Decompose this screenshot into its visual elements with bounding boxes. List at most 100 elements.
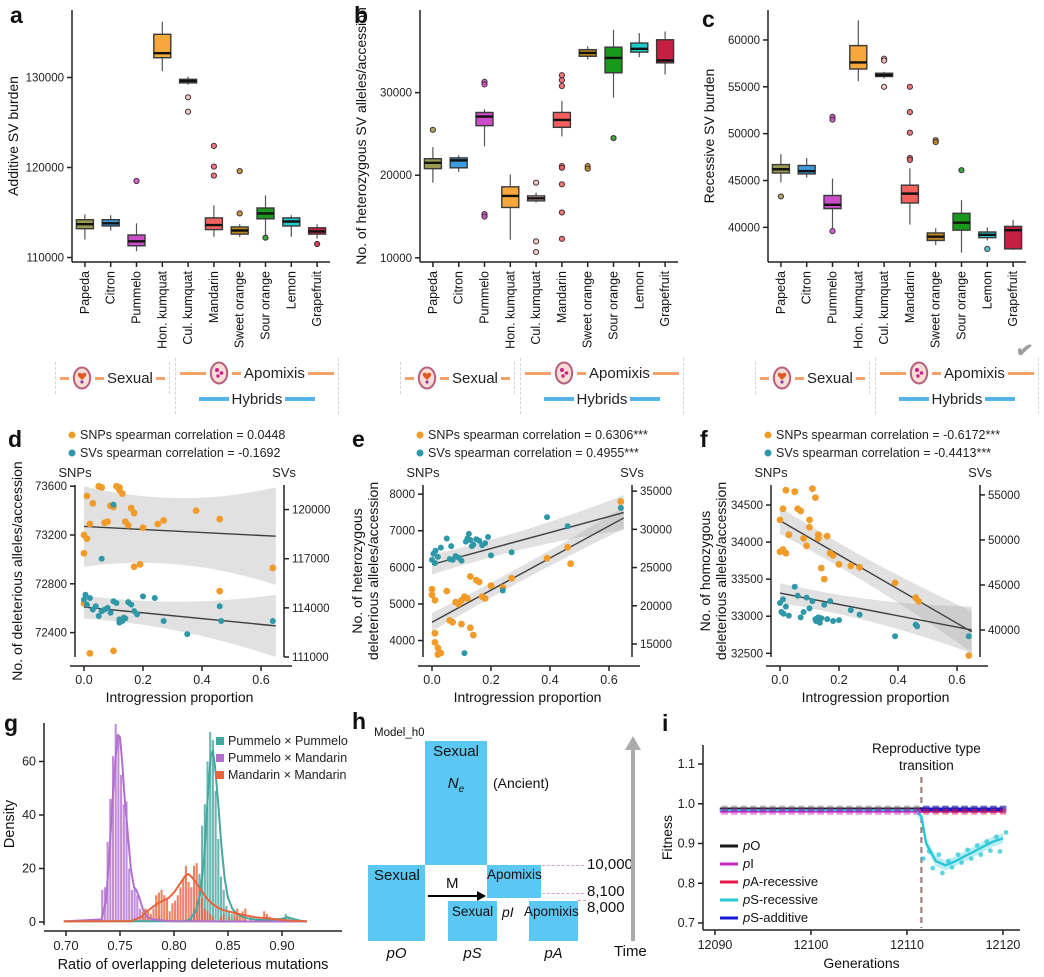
svg-text:No. of homozygous: No. of homozygous bbox=[697, 511, 713, 632]
svg-text:SVs: SVs bbox=[272, 465, 296, 480]
panel-b-boxplot: 10000 20000 30000 No. of heterozygous SV al… bbox=[353, 7, 678, 349]
apomixis-line bbox=[577, 371, 586, 375]
panel-letter-g: g bbox=[4, 710, 19, 736]
pS-population-block bbox=[448, 901, 497, 941]
svg-text:Hon. kumquat: Hon. kumquat bbox=[155, 270, 169, 348]
svg-text:10000: 10000 bbox=[380, 253, 412, 265]
panel-h-model-diagram: Model_h0 Sexual Ne (Ancient) Sexual M Ap… bbox=[348, 715, 658, 977]
svg-text:Hon. kumquat: Hon. kumquat bbox=[503, 270, 517, 348]
sexual-label: Sexual bbox=[452, 369, 498, 387]
time-axis-arrow bbox=[631, 749, 635, 941]
sexual-legend-group: Sexual bbox=[400, 362, 515, 394]
svg-text:Fitness: Fitness bbox=[659, 815, 675, 860]
svg-text:Pummelo: Pummelo bbox=[826, 271, 840, 324]
svg-text:40000: 40000 bbox=[988, 625, 1020, 637]
svg-text:60000: 60000 bbox=[728, 35, 760, 47]
sexual-line bbox=[760, 376, 769, 380]
svg-text:Sweet orange: Sweet orange bbox=[929, 271, 943, 348]
svg-text:SVs spearman correlation = 0.4: SVs spearman correlation = 0.4955*** bbox=[428, 446, 639, 460]
cursor-artifact-icon: ✔ bbox=[1014, 338, 1035, 364]
pI-label: pI bbox=[502, 904, 514, 920]
svg-text:30000: 30000 bbox=[640, 524, 672, 536]
svg-text:pS-recessive: pS-recessive bbox=[742, 892, 818, 907]
apomixis-fruit-icon bbox=[209, 361, 229, 385]
svg-text:Cul. kumquat: Cul. kumquat bbox=[529, 270, 543, 344]
ancient-sexual-label: Sexual bbox=[433, 743, 479, 760]
sexual-line bbox=[500, 376, 510, 380]
sexual-fruit-icon bbox=[417, 366, 437, 390]
svg-text:SNPs spearman correlation = -0: SNPs spearman correlation = -0.6172*** bbox=[776, 428, 1000, 442]
svg-text:1.1: 1.1 bbox=[678, 757, 695, 771]
sexual-line bbox=[60, 376, 69, 380]
svg-text:0.7: 0.7 bbox=[678, 916, 695, 930]
svg-text:SNPs: SNPs bbox=[406, 465, 440, 480]
svg-text:Density: Density bbox=[2, 799, 18, 848]
svg-text:0.4: 0.4 bbox=[541, 673, 558, 687]
svg-text:Sweet orange: Sweet orange bbox=[233, 271, 247, 348]
panel-d-scatter: SNPs spearman correlation = 0.0448 SVs sp… bbox=[9, 428, 330, 705]
svg-text:Mandarin: Mandarin bbox=[207, 271, 221, 323]
svg-text:Pummelo: Pummelo bbox=[478, 271, 492, 324]
svg-text:Additive SV burden: Additive SV burden bbox=[5, 76, 21, 196]
hybrids-line bbox=[630, 397, 661, 401]
apomixis-label: Apomixis bbox=[944, 364, 1005, 382]
svg-text:SNPs: SNPs bbox=[58, 465, 92, 480]
apomixis-line bbox=[180, 371, 206, 375]
svg-text:73200: 73200 bbox=[35, 530, 67, 542]
panel-a-boxplot: 110000 120000 130000 Additive SV burden Pape… bbox=[5, 10, 330, 349]
svg-text:111000: 111000 bbox=[292, 652, 329, 664]
pS-label: pS bbox=[463, 945, 482, 962]
panel-letter-c: c bbox=[702, 6, 715, 32]
pA-population-block bbox=[529, 901, 578, 941]
svg-text:Pummelo × Pummelo: Pummelo × Pummelo bbox=[228, 734, 348, 748]
svg-text:Pummelo × Mandarin: Pummelo × Mandarin bbox=[228, 751, 347, 765]
svg-text:0.8: 0.8 bbox=[678, 876, 695, 890]
ancient-note-label: (Ancient) bbox=[493, 775, 550, 791]
svg-text:5000: 5000 bbox=[389, 599, 415, 611]
time-axis-arrow-head bbox=[625, 736, 641, 750]
svg-text:20000: 20000 bbox=[380, 170, 412, 182]
time-label: Time bbox=[614, 943, 647, 960]
svg-text:60: 60 bbox=[22, 755, 36, 769]
svg-text:15000: 15000 bbox=[640, 639, 672, 651]
svg-text:SNPs spearman correlation = 0.: SNPs spearman correlation = 0.6306*** bbox=[428, 428, 648, 442]
svg-text:Sour orange: Sour orange bbox=[259, 271, 273, 340]
svg-text:12120: 12120 bbox=[986, 938, 1021, 952]
svg-text:SVs: SVs bbox=[620, 465, 644, 480]
svg-text:72400: 72400 bbox=[35, 628, 67, 640]
svg-text:Citron: Citron bbox=[452, 271, 466, 304]
svg-text:Hon. kumquat: Hon. kumquat bbox=[851, 270, 865, 348]
svg-text:73600: 73600 bbox=[35, 481, 67, 493]
svg-text:deleterious alleles/accession: deleterious alleles/accession bbox=[713, 482, 729, 660]
panel-c-boxplot: 40000 45000 50000 55000 60000 Recessive SV bu… bbox=[701, 10, 1026, 349]
svg-text:SVs: SVs bbox=[968, 465, 992, 480]
svg-text:Papeda: Papeda bbox=[78, 271, 92, 314]
svg-text:117000: 117000 bbox=[292, 554, 330, 566]
svg-text:110000: 110000 bbox=[26, 253, 64, 265]
apomixis-fruit-icon bbox=[554, 361, 574, 385]
pA-label: pA bbox=[544, 945, 563, 962]
svg-text:0.6: 0.6 bbox=[252, 673, 269, 687]
svg-text:Mandarin: Mandarin bbox=[555, 271, 569, 323]
panel-f-scatter: SNPs spearman correlation = -0.6172*** SV… bbox=[697, 428, 1020, 705]
svg-text:Introgression proportion: Introgression proportion bbox=[106, 689, 254, 705]
sexual-legend-group: Sexual bbox=[55, 362, 170, 394]
svg-text:114000: 114000 bbox=[292, 603, 330, 615]
svg-text:Sour orange: Sour orange bbox=[607, 271, 621, 340]
svg-text:0.2: 0.2 bbox=[830, 673, 847, 687]
apomixis-line bbox=[932, 371, 941, 375]
svg-text:Papeda: Papeda bbox=[426, 271, 440, 314]
model-title: Model_h0 bbox=[374, 727, 425, 739]
time-dash-10000 bbox=[542, 865, 584, 866]
migration-arrow bbox=[428, 895, 478, 897]
apomixis-lower-label: Apomixis bbox=[524, 904, 579, 919]
svg-text:0.0: 0.0 bbox=[771, 673, 788, 687]
svg-text:Pummelo: Pummelo bbox=[130, 271, 144, 324]
svg-text:Cul. kumquat: Cul. kumquat bbox=[877, 270, 891, 344]
hybrids-line bbox=[898, 397, 929, 401]
svg-text:Lemon: Lemon bbox=[632, 271, 646, 309]
sexual-line bbox=[855, 376, 865, 380]
ancient-population-block bbox=[425, 741, 487, 865]
svg-text:Sour orange: Sour orange bbox=[955, 271, 969, 340]
